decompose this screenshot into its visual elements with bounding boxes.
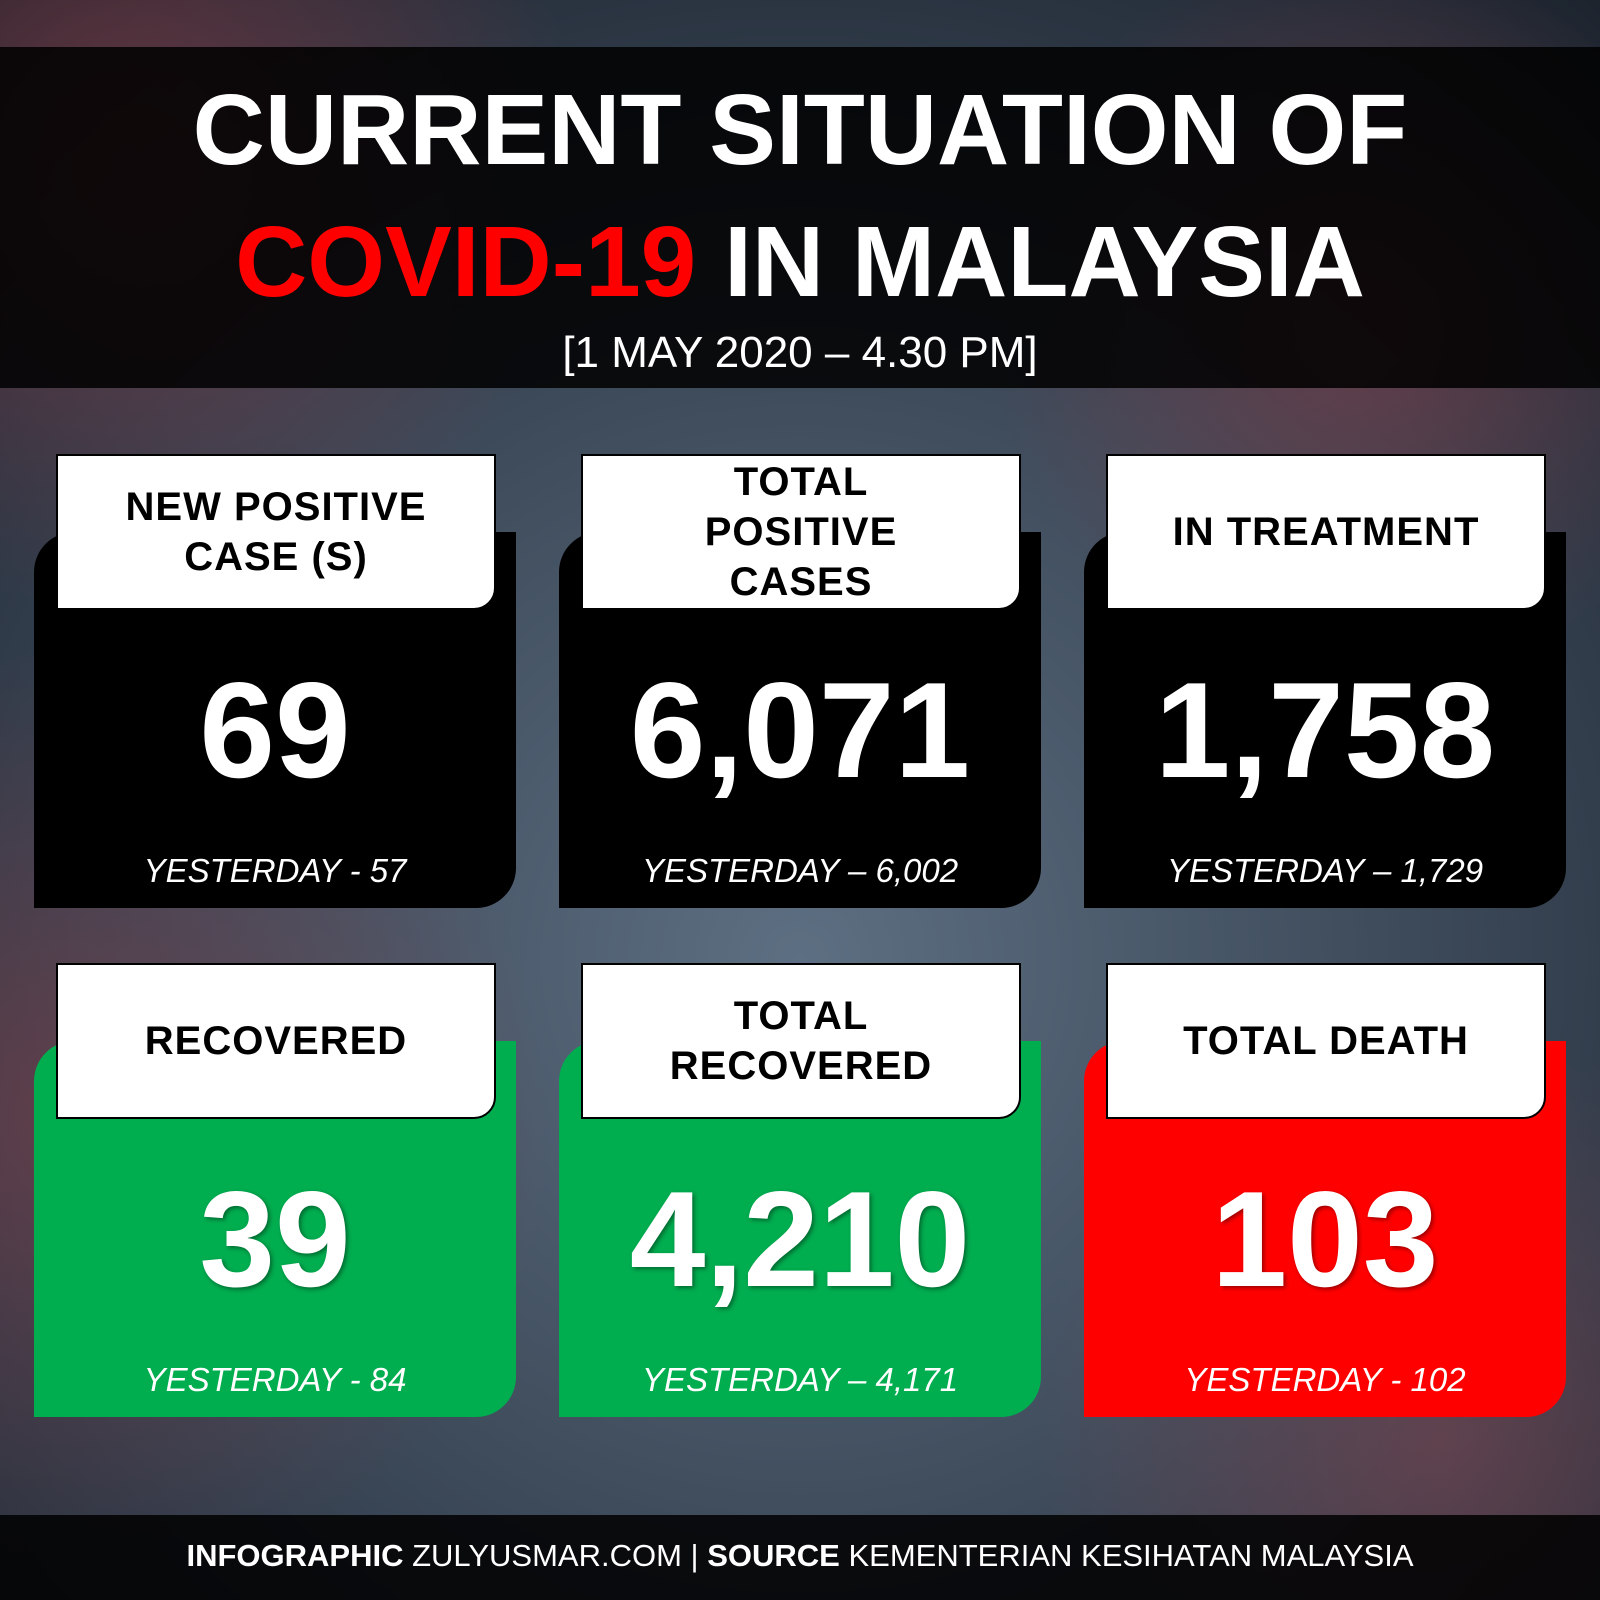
stat-card: NEW POSITIVE CASE (S) 69 YESTERDAY - 57 — [34, 454, 516, 908]
stat-card: TOTAL DEATH 103 YESTERDAY - 102 — [1084, 963, 1566, 1417]
footer-label: SOURCE — [707, 1538, 840, 1573]
date: [1 MAY 2020 – 4.30 PM] — [562, 328, 1038, 377]
stat-card: IN TREATMENT 1,758 YESTERDAY – 1,729 — [1084, 454, 1566, 908]
card-label: TOTAL POSITIVE CASES — [581, 454, 1021, 610]
card-yesterday: YESTERDAY – 4,171 — [641, 1361, 959, 1398]
header-band — [0, 47, 1600, 388]
card-label: TOTAL DEATH — [1106, 963, 1546, 1119]
footer-text: ZULYUSMAR.COM — [412, 1538, 682, 1573]
card-yesterday: YESTERDAY – 6,002 — [641, 852, 959, 889]
footer: INFOGRAPHIC ZULYUSMAR.COM | SOURCE KEMEN… — [0, 1538, 1600, 1574]
title-highlight: COVID-19 — [235, 206, 697, 318]
title-line2: COVID-19 IN MALAYSIA — [0, 212, 1600, 312]
stat-card: TOTAL POSITIVE CASES 6,071 YESTERDAY – 6,0… — [559, 454, 1041, 908]
card-label: RECOVERED — [56, 963, 496, 1119]
card-yesterday: YESTERDAY - 102 — [1184, 1361, 1466, 1398]
footer-text: KEMENTERIAN KESIHATAN MALAYSIA — [848, 1538, 1414, 1573]
card-label: NEW POSITIVE CASE (S) — [56, 454, 496, 610]
card-value: 1,758 — [1154, 654, 1496, 806]
card-value: 69 — [199, 654, 351, 806]
card-label: IN TREATMENT — [1106, 454, 1546, 610]
stat-card: TOTAL RECOVERED 4,210 YESTERDAY – 4,171 — [559, 963, 1041, 1417]
card-value: 103 — [1211, 1163, 1439, 1315]
card-yesterday: YESTERDAY – 1,729 — [1166, 852, 1484, 889]
card-value: 39 — [199, 1163, 351, 1315]
card-label: TOTAL RECOVERED — [581, 963, 1021, 1119]
title-line1: CURRENT SITUATION OF — [192, 74, 1408, 186]
title-rest: IN MALAYSIA — [724, 206, 1365, 318]
card-value: 6,071 — [629, 654, 971, 806]
card-yesterday: YESTERDAY - 84 — [143, 1361, 407, 1398]
card-yesterday: YESTERDAY - 57 — [143, 852, 407, 889]
stat-card: RECOVERED 39 YESTERDAY - 84 — [34, 963, 516, 1417]
footer-band — [0, 1515, 1600, 1600]
card-value: 4,210 — [629, 1163, 971, 1315]
footer-label: INFOGRAPHIC — [186, 1538, 404, 1573]
footer-separator: | — [690, 1538, 699, 1573]
